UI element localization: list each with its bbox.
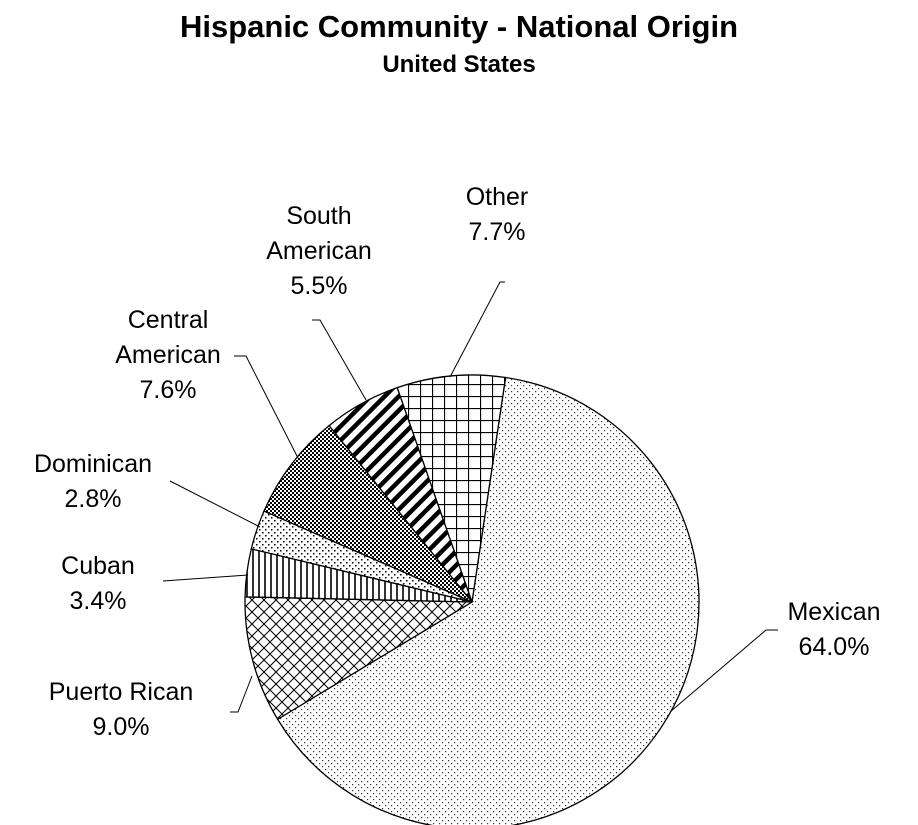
pie-slice-central-american <box>263 424 473 603</box>
leader-line-puerto-rican <box>230 675 253 713</box>
leader-line-central-american <box>234 355 299 459</box>
pie-slice-puerto-rican <box>244 596 475 721</box>
chart-subtitle: United States <box>382 51 536 78</box>
slice-label-central-american: Central American 7.6% <box>115 306 221 404</box>
slice-label-south-american: South American 5.5% <box>266 202 372 300</box>
slice-labels: Mexican 64.0% Puerto Rican 9.0% Cuban 3.4% Dom… <box>34 183 881 741</box>
slice-label-other: Other 7.7% <box>466 183 529 246</box>
slice-label-mexican: Mexican 64.0% <box>787 598 880 661</box>
slice-label-puerto-rican: Puerto Rican 9.0% <box>49 678 194 741</box>
leader-line-south-american <box>312 319 367 401</box>
pie-slices <box>244 374 700 825</box>
pie-slice-mexican <box>276 376 700 825</box>
leader-line-mexican <box>669 629 778 713</box>
slice-label-cuban: Cuban 3.4% <box>61 552 135 615</box>
chart-title: Hispanic Community - National Origin <box>179 9 739 44</box>
leader-line-dominican <box>169 480 261 528</box>
leader-line-cuban <box>162 574 249 582</box>
leader-lines <box>162 281 778 713</box>
leader-line-other <box>449 281 505 378</box>
slice-label-dominican: Dominican 2.8% <box>34 450 152 513</box>
